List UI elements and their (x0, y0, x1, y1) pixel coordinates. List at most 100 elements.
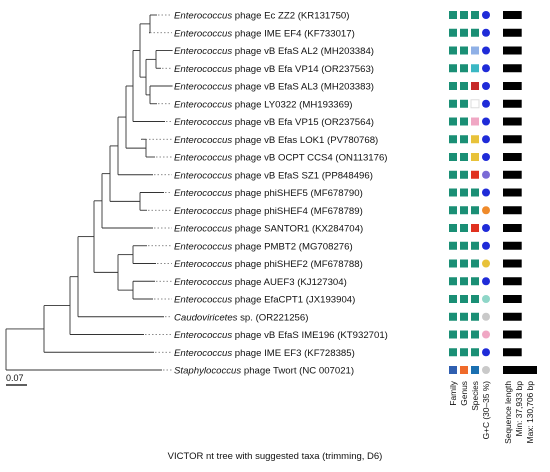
taxon-label-rest: phage vB EfaS SZ1 (PP848496) (232, 170, 373, 181)
figure-caption: VICTOR nt tree with suggested taxa (trim… (167, 451, 383, 462)
taxon-genus-italic: Enterococcus (174, 206, 232, 217)
taxon-genus-italic: Enterococcus (174, 28, 232, 39)
taxon-label: Enterococcus phage vB EfaS AL2 (MH203384… (174, 46, 374, 57)
leader-lines (142, 14, 173, 371)
sequence-length-bar (503, 259, 522, 268)
genus-cell (460, 348, 468, 357)
species-cell (471, 330, 479, 339)
gc-content-dot (482, 277, 490, 286)
taxon-label-rest: phage LY0322 (MH193369) (232, 99, 352, 110)
sequence-length-bar (503, 153, 522, 161)
species-cell (471, 153, 479, 161)
taxon-label: Enterococcus phage LY0322 (MH193369) (174, 99, 353, 110)
sequence-length-bar (503, 206, 522, 215)
taxon-label-rest: phage vB Efa VP14 (OR237563) (232, 64, 374, 75)
family-cell (449, 170, 457, 179)
taxon-genus-italic: Enterococcus (174, 224, 232, 235)
sequence-length-bar (503, 277, 522, 286)
gc-content-dot (482, 170, 490, 179)
sequence-length-bar (503, 241, 522, 250)
column-header-gc: G+C (30–35 %) (481, 381, 491, 440)
gc-content-dot (482, 99, 490, 108)
family-cell (449, 28, 457, 37)
gc-content-dot (482, 330, 490, 339)
genus-cell (460, 188, 468, 197)
taxon-label: Staphylococcus phage Twort (NC 007021) (174, 366, 354, 377)
sequence-length-bar (503, 348, 522, 357)
genus-cell (460, 366, 468, 374)
taxon-labels: Enterococcus phage Ec ZZ2 (KR131750)Ente… (174, 11, 388, 377)
scale-bar-label: 0.07 (6, 373, 24, 383)
species-cell (471, 295, 479, 303)
sequence-length-bar (503, 312, 522, 321)
taxon-label: Enterococcus phage vB Efas LOK1 (PV78076… (174, 135, 378, 146)
genus-cell (460, 64, 468, 73)
taxon-genus-italic: Enterococcus (174, 259, 232, 270)
taxon-genus-italic: Enterococcus (174, 241, 232, 252)
genus-cell (460, 28, 468, 37)
genus-cell (460, 99, 468, 108)
sequence-length-bar (503, 11, 522, 19)
genus-cell (460, 241, 468, 250)
column-header-min: Min: 37,933 bp (514, 381, 524, 437)
taxon-genus-italic: Enterococcus (174, 277, 232, 288)
taxon-label: Enterococcus phage vB OCPT CCS4 (ON11317… (174, 153, 387, 164)
taxon-label: Enterococcus phage IME EF3 (KF728385) (174, 348, 355, 359)
family-cell (449, 188, 457, 197)
family-cell (449, 241, 457, 250)
sequence-length-bar (503, 366, 537, 374)
taxon-genus-italic: Enterococcus (174, 348, 232, 359)
taxon-label-rest: phage IME EF3 (KF728385) (232, 348, 355, 359)
sequence-length-bar (503, 170, 522, 179)
genus-cell (460, 170, 468, 179)
family-cell (449, 224, 457, 232)
genus-cell (460, 153, 468, 161)
taxon-label: Enterococcus phage AUEF3 (KJ127304) (174, 277, 347, 288)
family-cell (449, 312, 457, 321)
sequence-length-bar (503, 188, 522, 197)
taxon-label-rest: phage SANTOR1 (KX284704) (232, 224, 363, 235)
taxon-label: Enterococcus phage Ec ZZ2 (KR131750) (174, 11, 349, 22)
column-header-sequence-length: Sequence length (503, 381, 513, 444)
taxon-label-rest: phage IME EF4 (KF733017) (232, 28, 355, 39)
taxon-label-rest: phage EfaCPT1 (JX193904) (232, 295, 355, 306)
taxon-genus-italic: Enterococcus (174, 135, 232, 146)
column-headers: Family Genus Species G+C (30–35 %) Sequence … (448, 380, 535, 444)
gc-content-dot (482, 117, 490, 126)
family-cell (449, 330, 457, 339)
genus-cell (460, 295, 468, 303)
gc-content-dot (482, 348, 490, 357)
gc-content-dot (482, 153, 490, 161)
taxon-label-rest: phage AUEF3 (KJ127304) (232, 277, 347, 288)
taxon-genus-italic: Staphylococcus (174, 366, 241, 377)
gc-content-dot (482, 82, 490, 90)
taxon-label: Enterococcus phage PMBT2 (MG708276) (174, 241, 353, 252)
taxon-label: Caudoviricetes sp. (OR221256) (174, 312, 308, 323)
sequence-length-bar (503, 64, 522, 73)
sequence-length-bar (503, 135, 522, 144)
family-cell (449, 99, 457, 108)
taxon-label-rest: phage vB OCPT CCS4 (ON113176) (232, 153, 387, 164)
taxon-label-rest: phage Twort (NC 007021) (241, 366, 354, 377)
genus-cell (460, 224, 468, 232)
genus-cell (460, 117, 468, 126)
family-cell (449, 153, 457, 161)
species-cell (471, 64, 479, 73)
family-cell (449, 11, 457, 19)
genus-cell (460, 11, 468, 19)
taxon-label-rest: phage Ec ZZ2 (KR131750) (232, 11, 349, 22)
gc-content-dot (482, 259, 490, 268)
species-cell (471, 135, 479, 144)
species-cell (471, 46, 479, 55)
species-cell (471, 366, 479, 374)
taxon-genus-italic: Enterococcus (174, 82, 232, 93)
species-cell (471, 224, 479, 232)
taxon-label: Enterococcus phage vB Efa VP14 (OR237563… (174, 64, 374, 75)
gc-content-dot (482, 224, 490, 232)
genus-cell (460, 312, 468, 321)
family-cell (449, 64, 457, 73)
taxon-label: Enterococcus phage phiSHEF2 (MF678788) (174, 259, 363, 270)
family-cell (449, 46, 457, 55)
column-header-max: Max: 130,706 bp (525, 381, 535, 444)
taxon-genus-italic: Enterococcus (174, 170, 232, 181)
